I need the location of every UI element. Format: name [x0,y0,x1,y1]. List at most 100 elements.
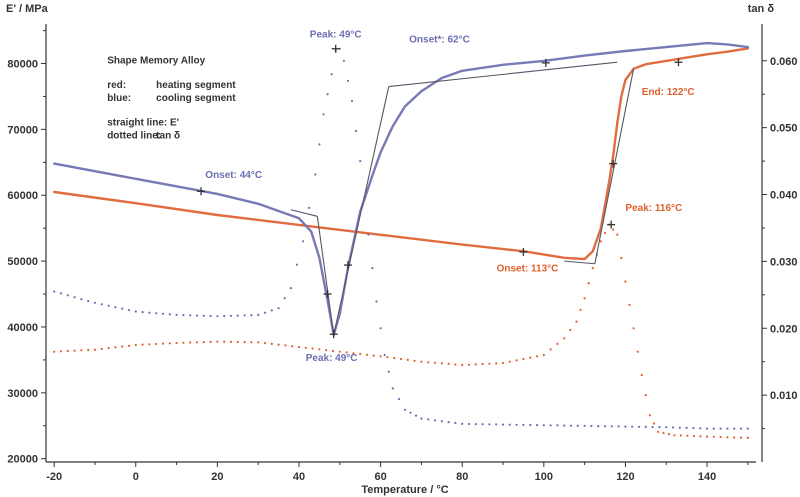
series-point [277,307,280,310]
series-point [66,294,69,297]
series-point [733,436,736,439]
cross-marker [197,187,206,196]
series-point [712,435,715,438]
series-point [318,348,321,351]
series-point [549,348,552,351]
x-tick-label: 120 [616,471,634,483]
series-point [575,320,578,323]
series-point [685,426,688,429]
series-point [141,343,144,346]
series-point [189,341,192,344]
series-point [168,342,171,345]
series-point [427,418,430,421]
series-tan-heating [53,223,749,439]
series-point [375,300,378,303]
series-point [461,363,464,367]
series-point [80,298,83,301]
series-point [481,423,484,426]
series-point [182,314,185,317]
y-left-tick-label: 80000 [7,59,38,71]
series-point [413,359,416,362]
series-point [202,341,205,344]
series-point [345,351,348,354]
series-point [699,435,702,438]
series-point [658,426,661,429]
series-point [488,423,491,426]
series-line [53,41,749,337]
series-point [447,421,450,424]
series-point [556,424,559,427]
series-tangent-lines [290,61,635,336]
series-point [250,314,253,317]
series-point [583,297,586,300]
series-point [617,425,620,428]
series-point [195,341,199,344]
series-point [549,424,552,427]
series-point [216,340,219,343]
series-point [515,359,518,362]
x-tick-label: 0 [133,471,139,483]
series-point [529,356,532,359]
cross-marker [329,330,338,339]
series-point [597,425,600,428]
series-point [495,423,498,426]
series-point [632,327,635,330]
series-point [202,314,205,317]
series-point [461,422,464,425]
series-point [367,233,370,236]
series-point [352,352,355,355]
series-point [590,424,593,428]
series-point [291,345,294,348]
y-left-tick-label: 30000 [7,388,38,400]
series-point [114,306,117,309]
series-point [229,340,233,343]
series-layer [53,41,749,439]
series-point [195,314,199,317]
series-point [501,361,505,365]
series-point [433,419,437,422]
series-point [295,263,298,266]
series-point [304,346,307,349]
x-tick-label: 100 [535,471,553,483]
series-point [175,313,178,316]
series-point [114,346,117,349]
series-point [648,414,652,417]
series-point [318,143,321,146]
note-label: blue: [107,93,131,104]
series-point [311,347,314,350]
series-point [542,424,545,427]
series-point [87,348,90,352]
series-point [406,358,409,361]
axes-layer [41,24,767,467]
series-point [289,287,292,290]
series-point [350,99,354,102]
series-point [522,357,525,361]
x-tick-label: 20 [211,471,223,483]
series-point [508,423,511,426]
series-point [467,363,471,366]
series-point [263,342,267,345]
y-right-tick-label: 0.020 [770,323,798,335]
series-tan-cooling [53,47,749,430]
series-point [100,303,103,306]
series-point [651,425,654,429]
series-point [243,314,246,317]
series-point [314,173,317,176]
series-point [355,129,358,133]
cross-marker [607,220,616,229]
series-point [692,435,696,438]
series-point [454,421,457,425]
x-tick-label: 80 [456,471,468,483]
series-point [644,394,647,397]
series-point [673,434,676,437]
series-point [383,353,386,357]
note-label: heating segment [156,80,236,91]
series-point [662,431,665,435]
y-right-tick-label: 0.040 [770,190,798,202]
series-point [236,340,239,344]
y-right-tick-label: 0.060 [770,56,798,68]
series-point [325,349,328,352]
y-left-tick-label: 60000 [7,190,38,202]
series-point [637,425,641,428]
